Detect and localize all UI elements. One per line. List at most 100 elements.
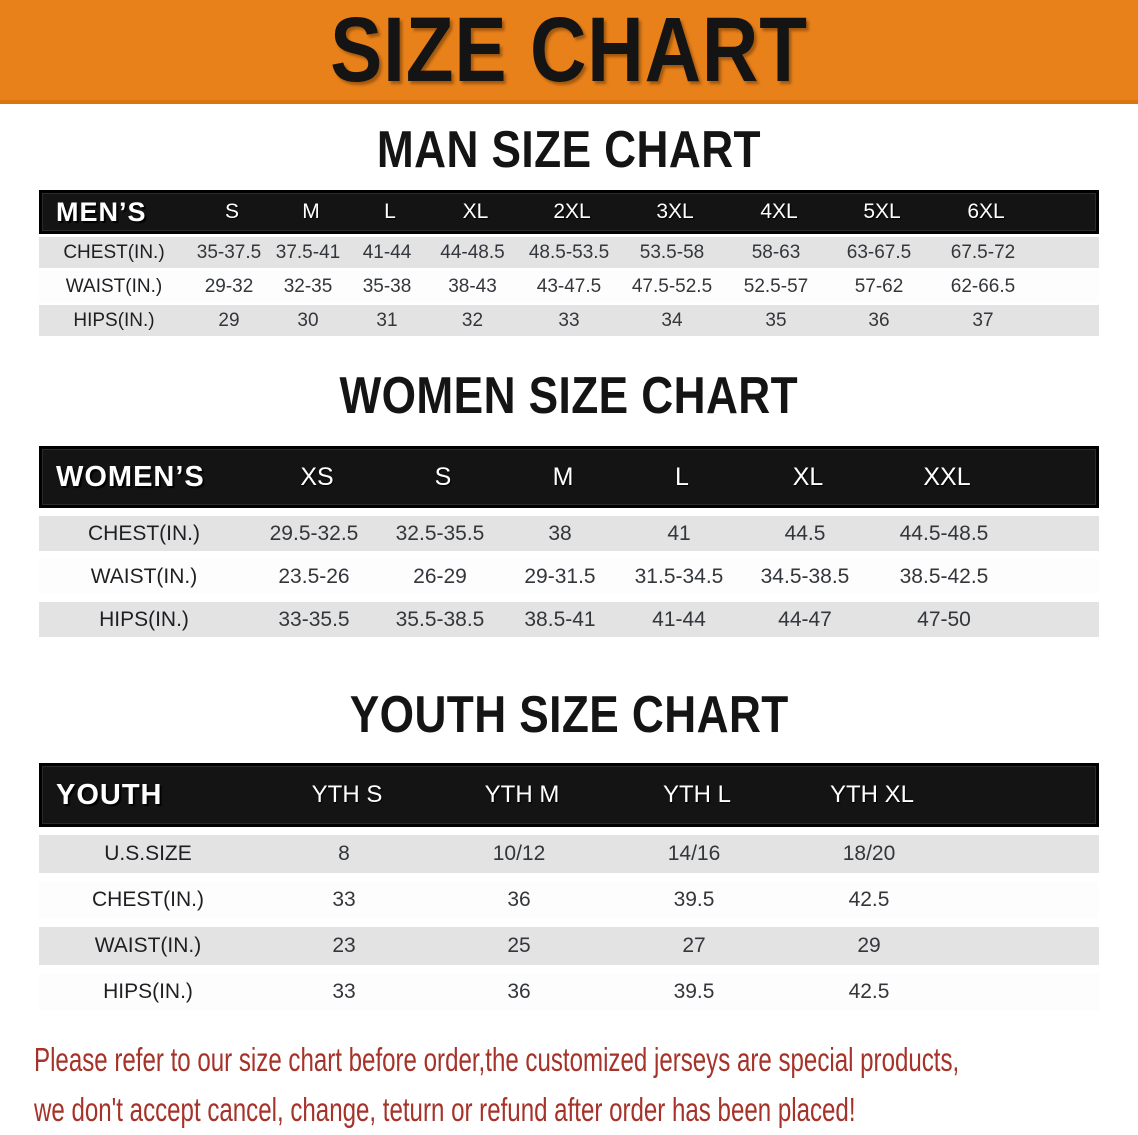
size-value: 41-44 bbox=[362, 241, 412, 263]
size-value: 42.5 bbox=[848, 888, 890, 911]
size-value: 42.5 bbox=[848, 980, 890, 1003]
size-value: 35-38 bbox=[362, 275, 412, 297]
size-value: 37 bbox=[972, 309, 994, 331]
size-column-header: M bbox=[302, 200, 320, 223]
table-row: U.S.SIZE 8 10/12 14/16 18/20 bbox=[39, 835, 1099, 873]
size-value: 23 bbox=[332, 934, 356, 957]
row-label: HIPS(IN.) bbox=[99, 607, 189, 631]
row-label: U.S.SIZE bbox=[104, 842, 192, 865]
table-row: HIPS(IN.) 29 30 31 32 33 34 35 36 37 bbox=[39, 305, 1099, 336]
table-header-row: MEN’S S M L XL 2XL 3XL 4XL 5XL 6XL bbox=[39, 190, 1099, 234]
row-label: CHEST(IN.) bbox=[63, 241, 165, 263]
size-column-header: XL bbox=[462, 200, 489, 223]
size-value: 33-35.5 bbox=[278, 607, 350, 631]
size-column-header: 6XL bbox=[967, 200, 1005, 223]
row-label: HIPS(IN.) bbox=[73, 309, 155, 331]
size-value: 57-62 bbox=[854, 275, 904, 297]
size-value: 38 bbox=[548, 521, 572, 545]
size-value: 18/20 bbox=[842, 842, 896, 865]
size-value: 47.5-52.5 bbox=[631, 275, 713, 297]
size-value: 29-32 bbox=[204, 275, 254, 297]
table-corner-label: MEN’S bbox=[56, 196, 147, 227]
size-value: 44-47 bbox=[778, 607, 832, 631]
man-size-chart-title: MAN SIZE CHART bbox=[376, 121, 762, 179]
size-column-header: 4XL bbox=[760, 200, 798, 223]
banner-title: SIZE CHART bbox=[330, 0, 808, 101]
size-value: 33 bbox=[332, 980, 356, 1003]
youth-size-table: YOUTH YTH S YTH M YTH L YTH XL U.S.SIZE 8 10/12… bbox=[39, 763, 1099, 1011]
table-corner-label: WOMEN’S bbox=[56, 460, 205, 493]
disclaimer-line-1: Please refer to our size chart before or… bbox=[34, 1041, 960, 1078]
size-column-header: 5XL bbox=[863, 200, 901, 223]
table-row: CHEST(IN.) 33 36 39.5 42.5 bbox=[39, 881, 1099, 919]
size-chart-banner: SIZE CHART bbox=[0, 0, 1138, 104]
size-value: 52.5-57 bbox=[743, 275, 809, 297]
size-value: 34.5-38.5 bbox=[760, 564, 850, 588]
size-value: 30 bbox=[297, 309, 319, 331]
table-row: CHEST(IN.) 35-37.5 37.5-41 41-44 44-48.5 48.5… bbox=[39, 237, 1099, 268]
size-value: 35 bbox=[765, 309, 787, 331]
size-value: 33 bbox=[558, 309, 580, 331]
size-value: 33 bbox=[332, 888, 356, 911]
size-value: 41 bbox=[667, 521, 691, 545]
size-value: 44.5-48.5 bbox=[899, 521, 989, 545]
row-label: WAIST(IN.) bbox=[90, 564, 198, 588]
men-size-table: MEN’S S M L XL 2XL 3XL 4XL 5XL 6XL CHEST(IN.) 35-37… bbox=[39, 190, 1099, 336]
size-value: 41-44 bbox=[652, 607, 706, 631]
row-label: WAIST(IN.) bbox=[94, 934, 202, 957]
row-label: CHEST(IN.) bbox=[92, 888, 204, 911]
size-column-header: 2XL bbox=[553, 200, 591, 223]
women-section: WOMEN SIZE CHART bbox=[0, 370, 1138, 422]
size-value: 62-66.5 bbox=[950, 275, 1016, 297]
size-value: 48.5-53.5 bbox=[528, 241, 610, 263]
size-value: 39.5 bbox=[673, 888, 715, 911]
women-size-table: WOMEN’S XS S M L XL XXL CHEST(IN.) 29.5-32.5 32.5… bbox=[39, 446, 1099, 637]
size-value: 38.5-42.5 bbox=[899, 564, 989, 588]
youth-section: YOUTH SIZE CHART bbox=[0, 689, 1138, 741]
size-column-header: S bbox=[434, 462, 452, 491]
size-value: 23.5-26 bbox=[278, 564, 350, 588]
size-column-header: S bbox=[224, 200, 239, 223]
size-column-header: XS bbox=[300, 462, 334, 491]
size-value: 67.5-72 bbox=[950, 241, 1016, 263]
size-column-header: L bbox=[675, 462, 689, 491]
size-value: 25 bbox=[507, 934, 531, 957]
table-row: HIPS(IN.) 33 36 39.5 42.5 bbox=[39, 973, 1099, 1011]
size-value: 8 bbox=[338, 842, 350, 865]
man-section: MAN SIZE CHART bbox=[0, 124, 1138, 176]
size-value: 36 bbox=[507, 980, 531, 1003]
size-value: 39.5 bbox=[673, 980, 715, 1003]
table-row: HIPS(IN.) 33-35.5 35.5-38.5 38.5-41 41-44 44-… bbox=[39, 602, 1099, 637]
size-value: 32-35 bbox=[283, 275, 333, 297]
size-value: 47-50 bbox=[917, 607, 971, 631]
size-value: 44.5 bbox=[784, 521, 826, 545]
table-row: CHEST(IN.) 29.5-32.5 32.5-35.5 38 41 44.5 44.5… bbox=[39, 516, 1099, 551]
size-value: 31 bbox=[376, 309, 398, 331]
disclaimer: Please refer to our size chart before or… bbox=[0, 1035, 1138, 1135]
size-value: 53.5-58 bbox=[639, 241, 705, 263]
size-value: 43-47.5 bbox=[536, 275, 602, 297]
size-value: 26-29 bbox=[413, 564, 467, 588]
size-column-header: YTH XL bbox=[829, 781, 915, 808]
row-label: CHEST(IN.) bbox=[88, 521, 200, 545]
size-column-header: YTH M bbox=[484, 781, 560, 808]
size-value: 44-48.5 bbox=[440, 241, 505, 263]
size-column-header: 3XL bbox=[656, 200, 694, 223]
size-value: 32 bbox=[461, 309, 484, 331]
size-value: 35-37.5 bbox=[196, 241, 262, 263]
size-value: 58-63 bbox=[751, 241, 801, 263]
size-value: 35.5-38.5 bbox=[395, 607, 485, 631]
table-header-row: WOMEN’S XS S M L XL XXL bbox=[39, 446, 1099, 508]
table-corner-label: YOUTH bbox=[56, 778, 163, 811]
size-column-header: XXL bbox=[923, 462, 971, 491]
size-column-header: YTH L bbox=[662, 781, 731, 808]
size-column-header: XL bbox=[792, 462, 824, 491]
table-row: WAIST(IN.) 29-32 32-35 35-38 38-43 43-47.5 47.… bbox=[39, 271, 1099, 302]
size-value: 32.5-35.5 bbox=[395, 521, 485, 545]
youth-size-chart-title: YOUTH SIZE CHART bbox=[349, 686, 789, 744]
size-value: 10/12 bbox=[492, 842, 546, 865]
row-label: HIPS(IN.) bbox=[103, 980, 193, 1003]
size-value: 63-67.5 bbox=[846, 241, 912, 263]
size-column-header: YTH S bbox=[311, 781, 383, 808]
size-value: 34 bbox=[661, 309, 683, 331]
